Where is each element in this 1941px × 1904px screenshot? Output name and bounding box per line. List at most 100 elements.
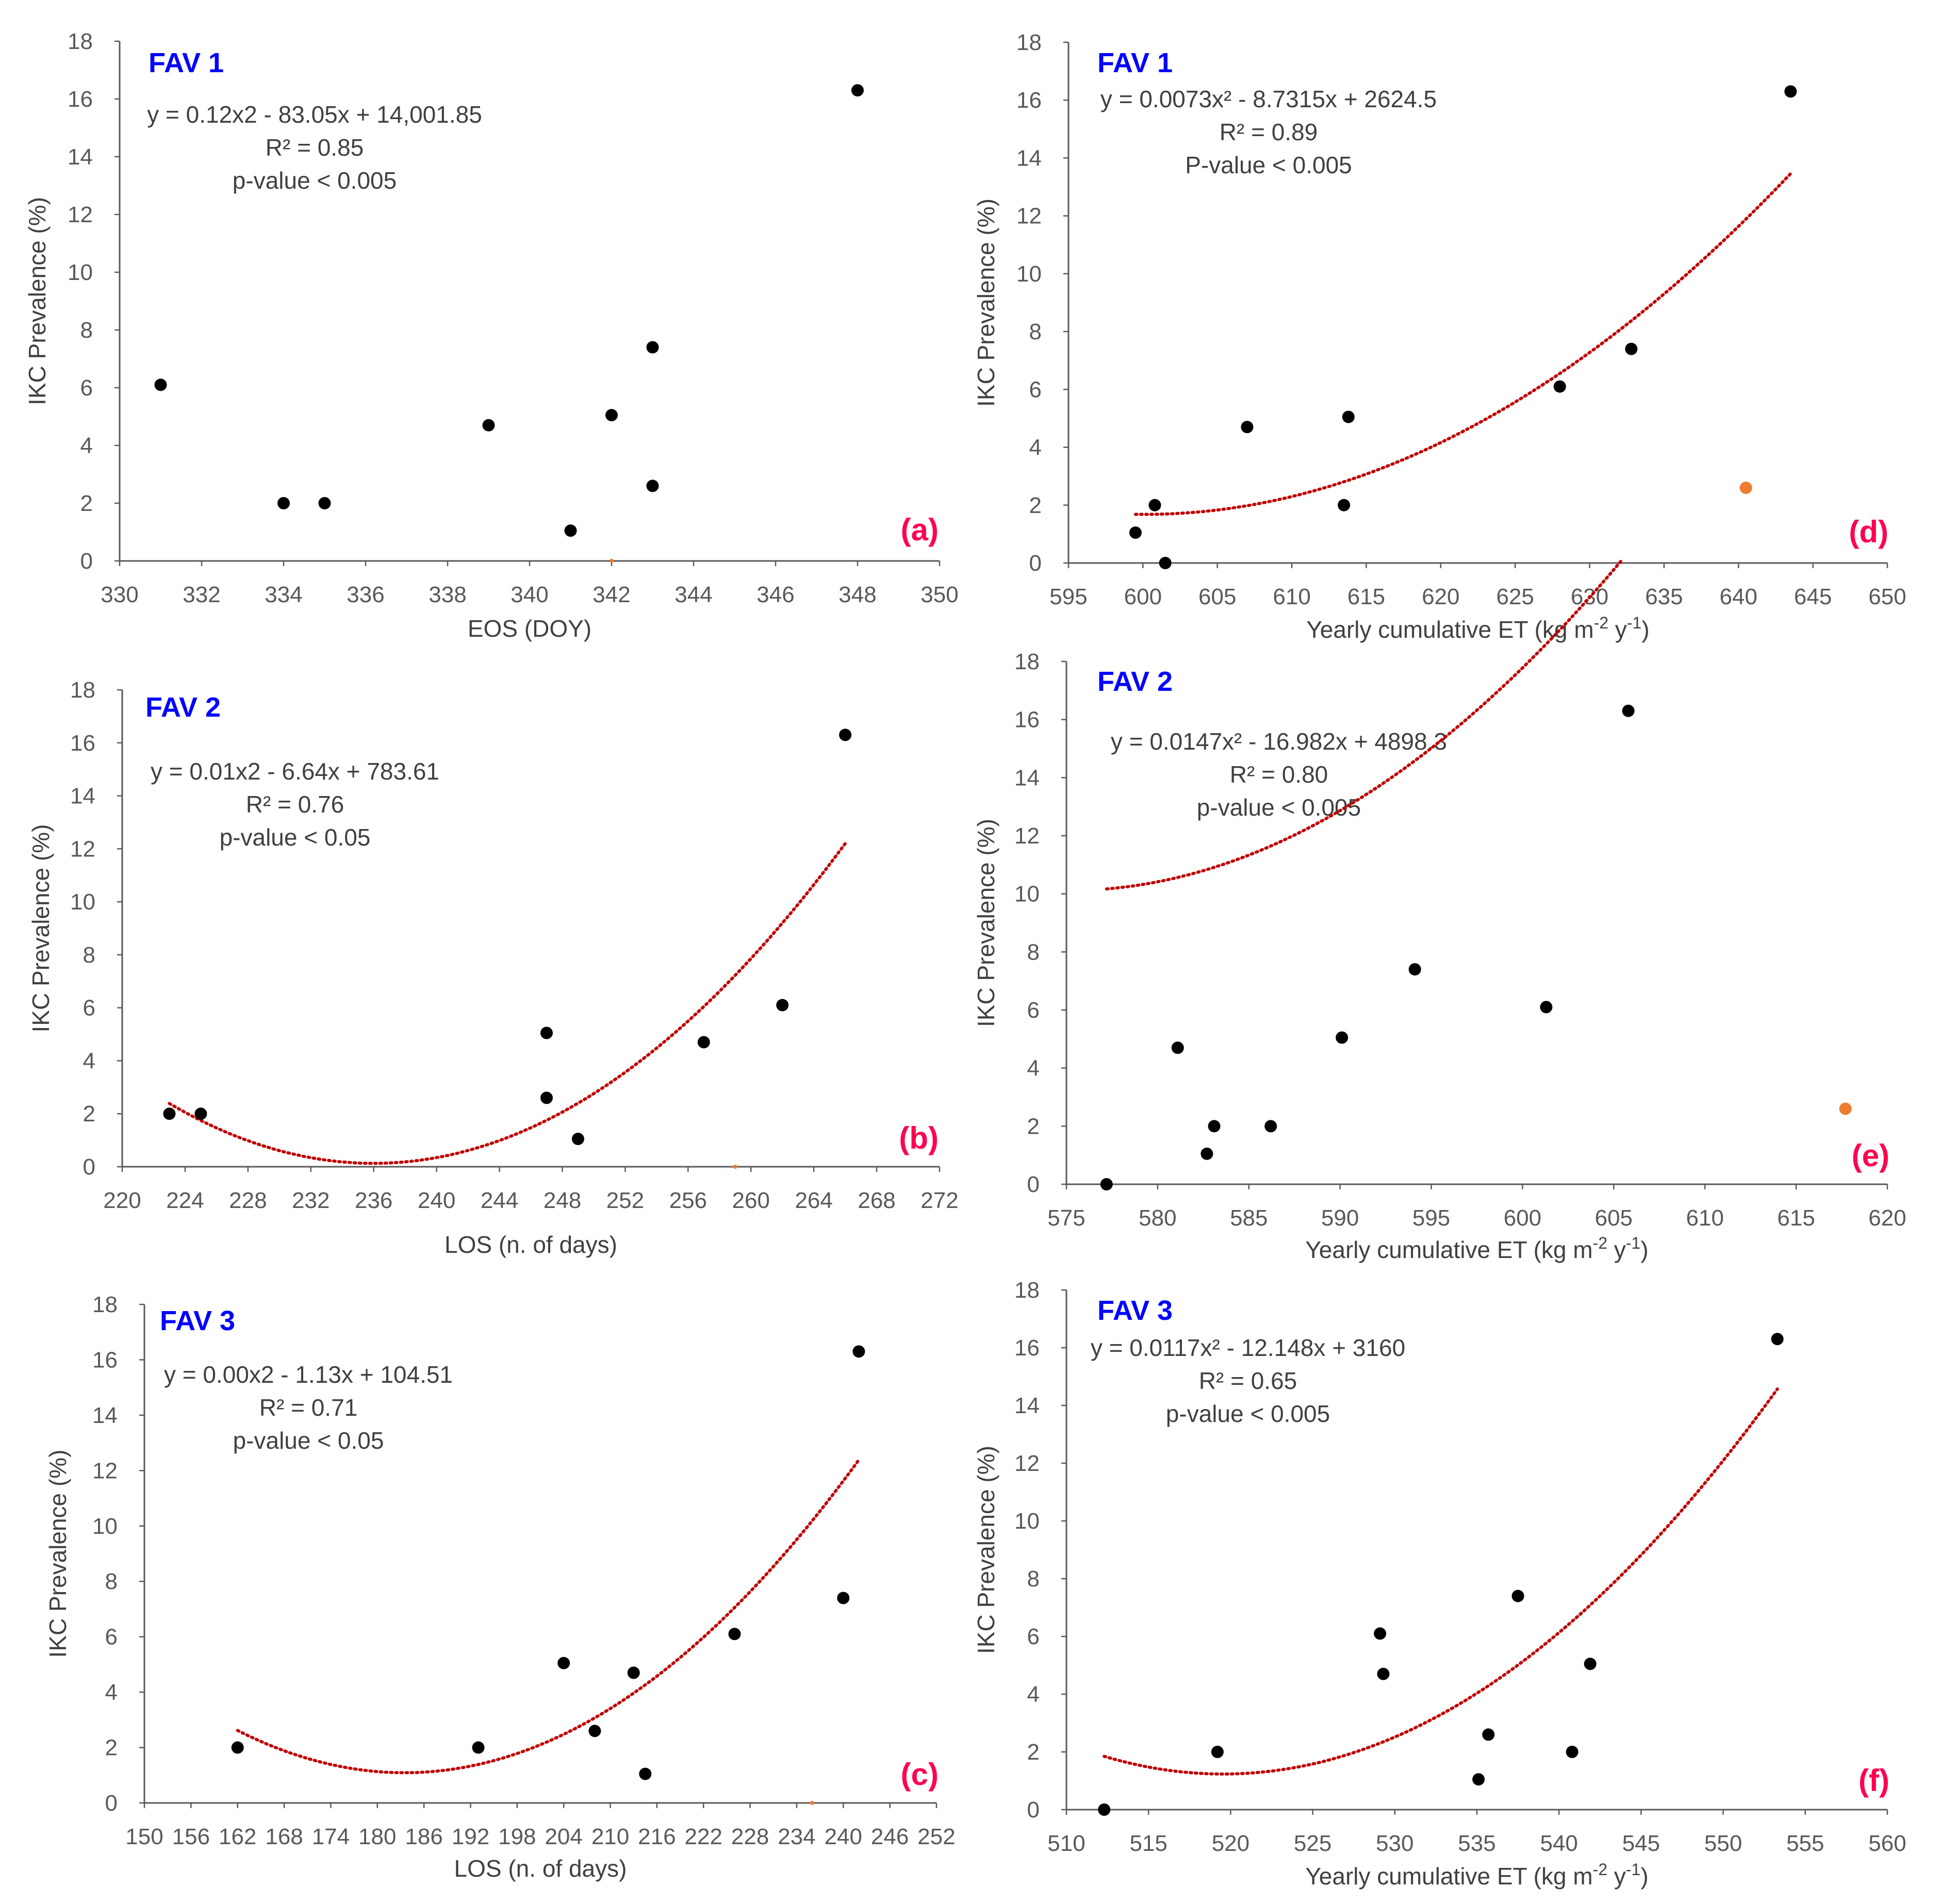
y-tick-label: 16 <box>1016 88 1042 113</box>
data-point <box>627 1666 640 1679</box>
y-tick-label: 8 <box>1027 1566 1040 1592</box>
x-tick-label: 272 <box>920 1188 958 1213</box>
x-tick-label: 550 <box>1704 1831 1742 1856</box>
data-point <box>1625 342 1638 355</box>
p-value-label: P-value < 0.005 <box>1185 152 1352 178</box>
y-axis-label: IKC Prevalence (%) <box>973 1446 999 1654</box>
fav-group-title: FAV 2 <box>1097 666 1173 697</box>
data-point <box>1771 1333 1784 1346</box>
fav-group-title: FAV 3 <box>1097 1295 1173 1326</box>
data-point <box>588 1725 601 1737</box>
y-tick-label: 2 <box>80 491 93 516</box>
x-tick-label: 244 <box>481 1188 518 1213</box>
y-tick-label: 6 <box>80 375 93 401</box>
x-axis-label-main: Yearly cumulative ET (kg m <box>1306 616 1593 643</box>
data-point <box>472 1741 485 1754</box>
chart-panel-b: 0 2 4 6 8 10 12 14 16 18 220 224 228 232 236 240 244 248 2… <box>27 677 959 1258</box>
x-tick-label: 560 <box>1868 1831 1906 1856</box>
data-point <box>839 729 852 741</box>
x-axis-label-sup1: -2 <box>1594 614 1608 632</box>
y-tick-label: 10 <box>1014 882 1040 907</box>
y-tick-label: 18 <box>68 29 93 54</box>
y-tick-label: 18 <box>92 1292 118 1317</box>
data-point <box>1264 1120 1277 1133</box>
y-tick-label: 6 <box>105 1625 118 1650</box>
y-axis-label: IKC Prevalence (%) <box>44 1450 71 1658</box>
x-axis-label: Yearly cumulative ET (kg m-2 y-1) <box>1305 1860 1648 1890</box>
x-tick-label: 216 <box>638 1824 676 1849</box>
y-tick-label: 12 <box>1016 204 1042 229</box>
x-tick-label: 580 <box>1139 1205 1176 1231</box>
x-tick-label: 610 <box>1686 1205 1724 1231</box>
x-tick-label: 204 <box>545 1824 582 1849</box>
x-tick-label: 605 <box>1198 584 1236 609</box>
y-tick-label: 2 <box>1029 493 1042 518</box>
y-tick-label: 18 <box>1014 649 1040 674</box>
y-tick-label: 12 <box>1014 823 1040 849</box>
x-tick-label: 192 <box>452 1824 489 1849</box>
x-tick-label: 540 <box>1540 1831 1577 1856</box>
r-squared-label: R² = 0.76 <box>246 791 344 818</box>
data-point <box>1377 1667 1390 1680</box>
x-tick-label: 252 <box>606 1188 644 1213</box>
x-tick-label: 600 <box>1124 584 1162 609</box>
data-point <box>1336 1031 1348 1044</box>
p-value-label: p-value < 0.005 <box>1197 794 1361 821</box>
x-tick-label: 350 <box>920 582 958 607</box>
panel-letter: (c) <box>901 1757 939 1792</box>
data-point <box>1208 1120 1221 1133</box>
data-point <box>1159 557 1172 569</box>
outlier-point <box>1839 1102 1852 1115</box>
x-tick-label: 222 <box>685 1824 722 1849</box>
chart-panel-a: 0 2 4 6 8 10 12 14 16 18 330 332 334 336 338 340 342 344 3… <box>24 29 959 642</box>
data-point <box>540 1026 553 1039</box>
x-tick-label: 338 <box>429 582 466 607</box>
x-axis-label: LOS (n. of days) <box>445 1231 617 1258</box>
r-squared-label: R² = 0.71 <box>259 1394 358 1421</box>
y-tick-label: 10 <box>1016 261 1042 287</box>
y-tick-label: 16 <box>68 87 93 112</box>
r-squared-label: R² = 0.85 <box>266 134 364 161</box>
y-tick-label: 2 <box>1027 1114 1040 1139</box>
r-squared-label: R² = 0.89 <box>1220 119 1318 145</box>
x-tick-label: 525 <box>1294 1831 1331 1856</box>
panel-letter: (d) <box>1849 515 1888 549</box>
x-axis-label-mid: y <box>1608 616 1627 643</box>
x-tick-label: 650 <box>1868 584 1906 609</box>
fav-group-title: FAV 3 <box>160 1305 235 1336</box>
data-point <box>231 1741 244 1754</box>
chart-panel-e: 0 2 4 6 8 10 12 14 16 18 575 580 585 590 595 600 605 610 6… <box>973 557 1906 1263</box>
x-tick-label: 535 <box>1458 1831 1495 1856</box>
x-tick-label: 605 <box>1595 1205 1633 1231</box>
data-point <box>837 1592 850 1604</box>
data-point <box>194 1107 207 1120</box>
y-tick-label: 16 <box>1014 707 1040 733</box>
y-tick-label: 8 <box>83 942 95 968</box>
p-value-label: p-value < 0.005 <box>233 167 397 194</box>
panel-letter: (f) <box>1858 1763 1889 1798</box>
fav-group-title: FAV 1 <box>1097 47 1173 78</box>
y-tick-label: 16 <box>70 731 95 756</box>
regression-equation: y = 0.0117x² - 12.148x + 3160 <box>1091 1334 1405 1361</box>
data-point <box>1200 1147 1213 1160</box>
x-tick-label: 228 <box>731 1824 769 1849</box>
x-tick-label: 590 <box>1321 1205 1359 1231</box>
x-tick-label: 340 <box>511 582 548 607</box>
x-axis-label-mid: y <box>1607 1236 1626 1263</box>
y-tick-label: 2 <box>1027 1740 1040 1765</box>
x-tick-label: 620 <box>1868 1205 1906 1231</box>
x-axis-label-main: Yearly cumulative ET (kg m <box>1305 1863 1592 1890</box>
y-tick-label: 14 <box>1014 1393 1040 1418</box>
y-axis-label: IKC Prevalence (%) <box>27 824 54 1033</box>
y-tick-label: 4 <box>80 433 93 458</box>
y-tick-label: 4 <box>1027 1056 1040 1081</box>
y-axis-label: IKC Prevalence (%) <box>24 197 51 405</box>
y-tick-label: 6 <box>83 996 95 1021</box>
outlier-point <box>810 1801 815 1805</box>
data-point <box>1241 421 1254 434</box>
data-point <box>1100 1178 1113 1190</box>
polynomial-trendline <box>168 842 847 1165</box>
x-tick-label: 240 <box>825 1824 862 1849</box>
data-point <box>697 1036 710 1049</box>
